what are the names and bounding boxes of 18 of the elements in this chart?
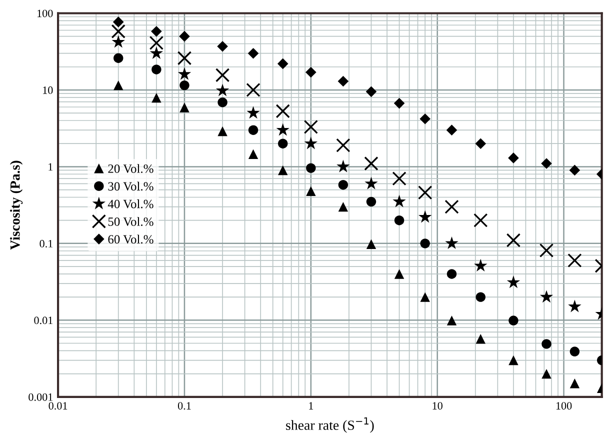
y-tick-label: 0.1 (40, 240, 53, 248)
x-tick-label: 0.1 (178, 402, 191, 410)
y-tick-label: 10 (43, 86, 53, 94)
legend-label: 30 Vol.% (108, 182, 154, 191)
x-axis-title: shear rate (S$^{−1}$) (286, 417, 374, 433)
x-tick-label: 10 (432, 402, 442, 410)
x-tick-label: 0.01 (48, 402, 68, 410)
x-tick-label: 1 (309, 402, 314, 410)
y-axis-title: Viscosity (Pa.s) (10, 160, 23, 250)
x-tick-label: 100 (556, 402, 572, 410)
y-tick-label: 100 (37, 10, 53, 18)
y-tick-label: 1 (48, 163, 53, 171)
y-tick-label: 0.01 (34, 316, 53, 324)
legend-label: 20 Vol.% (108, 164, 154, 173)
legend-label: 60 Vol.% (108, 234, 154, 244)
legend-label: 40 Vol.% (108, 199, 154, 208)
legend-label: 50 Vol.% (108, 217, 154, 226)
y-tick-label: 0.001 (28, 393, 53, 401)
